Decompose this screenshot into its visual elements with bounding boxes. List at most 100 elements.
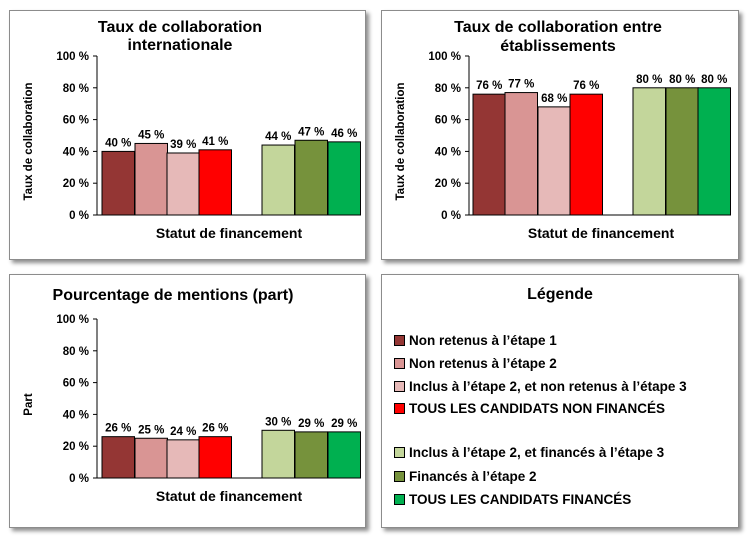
chart-title: Taux de collaboration: [98, 19, 262, 36]
chart-title: établissements: [500, 38, 616, 55]
y-axis-label: Part: [23, 393, 35, 416]
y-tick-label: 80 %: [63, 83, 89, 95]
bar: [569, 93, 603, 216]
legend-swatch: [394, 446, 405, 458]
bar: [166, 152, 200, 216]
bar: [198, 436, 232, 479]
data-label: 24 %: [170, 426, 196, 438]
x-axis-label: Statut de financement: [156, 225, 303, 241]
bar: [261, 429, 295, 479]
chart-panel-etablissements: Taux de collaboration entre établissement…: [381, 10, 739, 260]
legend-label: Financés à l’étape 2: [409, 468, 537, 484]
legend-swatch: [394, 380, 405, 392]
data-label: 77 %: [508, 79, 534, 91]
y-tick-label: 40 %: [63, 409, 89, 421]
y-axis-label: Taux de collaboration: [395, 83, 407, 201]
legend-item: Inclus à l’étape 2, et financés à l’étap…: [394, 443, 664, 461]
bar: [198, 149, 232, 216]
data-label: 80 %: [701, 74, 727, 86]
data-label: 76 %: [573, 80, 599, 92]
data-label: 46 %: [331, 128, 357, 140]
chart-panel-international: Taux de collaboration internationale 0 % 20…: [9, 10, 366, 260]
y-tick-label: 80 %: [63, 346, 89, 358]
legend-item: Financés à l’étape 2: [394, 467, 537, 485]
bar: [134, 437, 168, 479]
chart-title: Taux de collaboration entre: [454, 19, 662, 36]
bar: [665, 87, 699, 216]
data-label: 80 %: [669, 74, 695, 86]
legend-swatch: [394, 402, 405, 414]
y-tick-label: 100 %: [56, 51, 89, 63]
bar: [697, 87, 731, 216]
chart-mentions: Pourcentage de mentions (part) 0 % 20 % 40 …: [23, 287, 361, 504]
data-label: 30 %: [265, 416, 291, 428]
y-axis-label: Taux de collaboration: [23, 83, 35, 201]
bar: [261, 144, 295, 216]
x-axis-label: Statut de financement: [156, 488, 303, 504]
data-label: 41 %: [202, 136, 228, 148]
y-tick-label: 20 %: [63, 441, 89, 453]
data-label: 44 %: [265, 131, 291, 143]
bar: [101, 150, 135, 216]
legend-title: Légende: [527, 286, 593, 303]
y-tick-label: 0 %: [69, 210, 89, 222]
bar: [504, 92, 538, 216]
chart-etablissements: Taux de collaboration entre établissement…: [395, 19, 731, 241]
legend-item: Non retenus à l’étape 2: [394, 354, 557, 372]
chart-panel-mentions: Pourcentage de mentions (part) 0 % 20 % 40 …: [9, 274, 366, 528]
data-label: 76 %: [476, 80, 502, 92]
legend-item: Inclus à l’étape 2, et non retenus à l’é…: [394, 377, 687, 395]
y-tick-label: 0 %: [441, 210, 461, 222]
bar: [327, 141, 361, 216]
data-label: 68 %: [541, 93, 567, 105]
y-tick-label: 40 %: [63, 146, 89, 158]
bar: [294, 431, 328, 479]
legend-label: TOUS LES CANDIDATS NON FINANCÉS: [409, 400, 666, 416]
y-tick-label: 60 %: [63, 378, 89, 390]
legend-swatch: [394, 334, 405, 346]
bar: [537, 106, 571, 216]
y-tick-label: 60 %: [63, 115, 89, 127]
data-label: 45 %: [138, 129, 164, 141]
legend-item: Non retenus à l’étape 1: [394, 331, 557, 349]
legend-panel: Légende Non retenus à l’étape 1 Non rete…: [381, 274, 739, 528]
bar: [472, 93, 506, 216]
y-tick-label: 80 %: [435, 83, 461, 95]
y-tick-label: 20 %: [435, 178, 461, 190]
data-label: 26 %: [202, 423, 228, 435]
chart-title: internationale: [128, 37, 233, 54]
y-tick-label: 100 %: [56, 314, 89, 326]
y-tick-label: 60 %: [435, 115, 461, 127]
data-label: 26 %: [105, 423, 131, 435]
legend-label: Inclus à l’étape 2, et financés à l’étap…: [409, 444, 665, 460]
legend-item: TOUS LES CANDIDATS FINANCÉS: [394, 490, 631, 508]
legend-label: Non retenus à l’étape 2: [409, 355, 557, 371]
bar: [294, 139, 328, 216]
y-tick-label: 20 %: [63, 178, 89, 190]
data-label: 39 %: [170, 139, 196, 151]
bar: [327, 431, 361, 479]
y-tick-label: 100 %: [428, 51, 461, 63]
legend-swatch: [394, 470, 405, 482]
chart-title: Pourcentage de mentions (part): [53, 287, 294, 304]
legend-label: TOUS LES CANDIDATS FINANCÉS: [409, 491, 632, 507]
legend-label: Non retenus à l’étape 1: [409, 332, 557, 348]
bar: [101, 436, 135, 479]
legend-swatch: [394, 357, 405, 369]
data-label: 29 %: [331, 418, 357, 430]
legend-label: Inclus à l’étape 2, et non retenus à l’é…: [409, 378, 687, 394]
data-label: 25 %: [138, 424, 164, 436]
bar: [134, 142, 168, 216]
data-label: 47 %: [298, 126, 324, 138]
x-axis-label: Statut de financement: [528, 225, 675, 241]
data-label: 80 %: [636, 74, 662, 86]
legend-swatch: [394, 493, 405, 505]
legend-item: TOUS LES CANDIDATS NON FINANCÉS: [394, 399, 665, 417]
y-tick-label: 40 %: [435, 146, 461, 158]
bar: [166, 439, 200, 479]
y-tick-label: 0 %: [69, 473, 89, 485]
data-label: 40 %: [105, 137, 131, 149]
bar: [632, 87, 666, 216]
data-label: 29 %: [298, 418, 324, 430]
